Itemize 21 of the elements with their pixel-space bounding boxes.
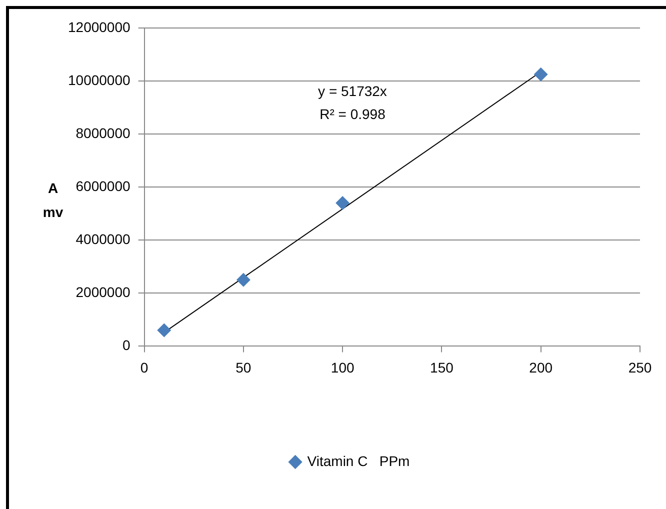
point bbox=[534, 67, 548, 82]
x-tick-label: 100 bbox=[330, 359, 354, 376]
x-tick-label: 200 bbox=[529, 359, 553, 376]
y-tick-label: 4000000 bbox=[76, 230, 130, 247]
y-tick-label: 8000000 bbox=[76, 124, 130, 141]
y-tick-label: 10000000 bbox=[68, 72, 130, 88]
x-tick-label: 150 bbox=[430, 359, 454, 376]
x-tick-label: 50 bbox=[236, 359, 252, 376]
x-tick-label: 250 bbox=[628, 359, 652, 376]
y-tick-label: 0 bbox=[122, 337, 130, 354]
annotation: y = 51732x bbox=[318, 82, 387, 99]
legend-label: Vitamin C PPm bbox=[307, 452, 410, 469]
y-tick-label: 12000000 bbox=[68, 18, 130, 35]
point bbox=[236, 272, 250, 287]
y-tick-label: 2000000 bbox=[76, 284, 130, 300]
x-tick-label: 0 bbox=[140, 359, 148, 376]
point bbox=[157, 323, 172, 338]
point bbox=[336, 196, 350, 210]
y-axis-title: A mv bbox=[42, 179, 64, 222]
annotation: R² = 0.998 bbox=[320, 106, 386, 122]
y-tick-label: 6000000 bbox=[76, 178, 130, 194]
